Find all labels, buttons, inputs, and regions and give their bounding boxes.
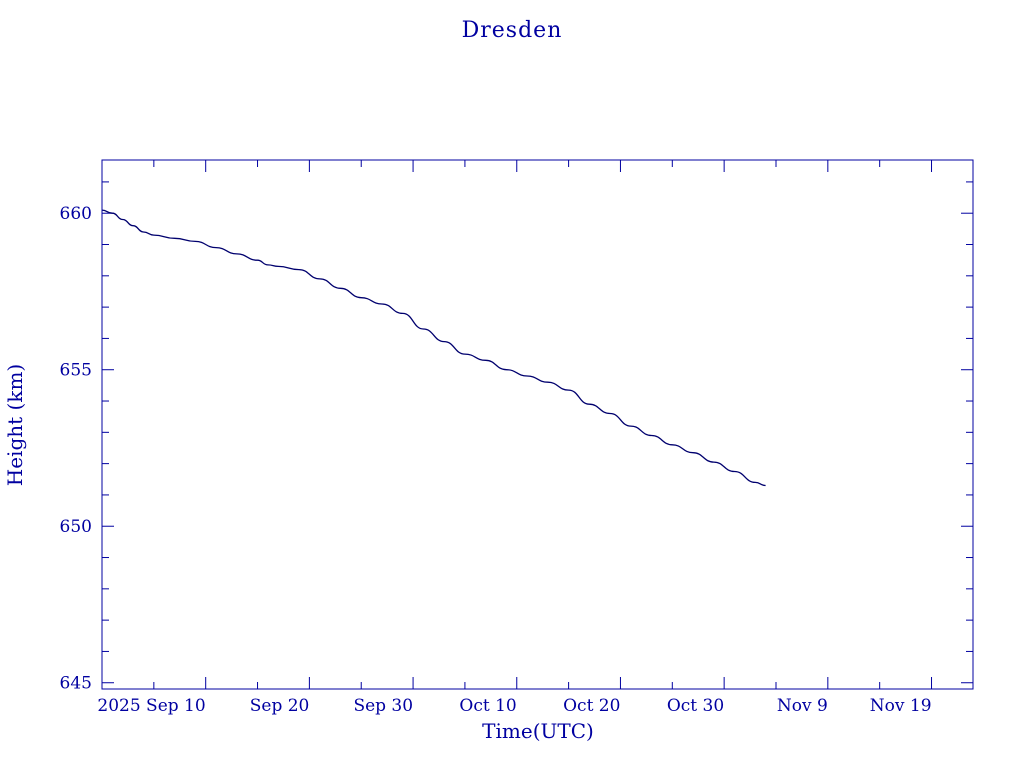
- height-series-line: [101, 209, 766, 487]
- x-tick-label: Oct 10: [459, 696, 516, 716]
- x-tick-label: Nov 9: [777, 696, 828, 716]
- x-tick-label: Oct 30: [667, 696, 724, 716]
- chart-title: Dresden: [462, 18, 563, 43]
- plot-frame: [101, 159, 974, 690]
- y-tick-label: 655: [60, 361, 92, 381]
- y-tick-label: 660: [60, 204, 92, 224]
- x-tick-label: Oct 20: [563, 696, 620, 716]
- x-axis-label: Time(UTC): [482, 719, 594, 743]
- axis-tick-labels: 645 650 655 660 2025 Sep 10 Sep 20 Sep 30 Oct 1…: [60, 204, 932, 716]
- y-tick-label: 650: [60, 517, 92, 537]
- y-axis-label: Height (km): [3, 364, 27, 486]
- y-tick-label: 645: [60, 674, 92, 694]
- x-tick-label: Sep 30: [353, 696, 413, 716]
- x-tick-label: Nov 19: [870, 696, 932, 716]
- x-tick-label: Sep 20: [250, 696, 310, 716]
- axis-ticks: [102, 160, 973, 689]
- x-tick-label: 2025 Sep 10: [97, 696, 205, 716]
